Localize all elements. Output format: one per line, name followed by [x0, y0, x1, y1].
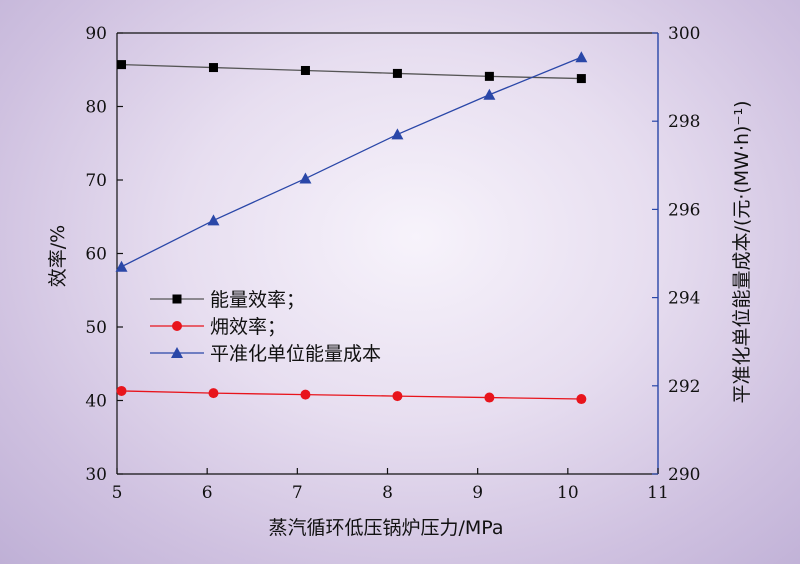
x-tick-label: 9	[472, 483, 483, 503]
series-layer	[115, 51, 588, 405]
series-line	[121, 390, 582, 400]
legend-label: 平准化单位能量成本	[210, 343, 381, 365]
data-point	[484, 392, 495, 403]
data-point	[117, 60, 127, 70]
x-tick-label: 11	[647, 483, 669, 503]
y-left-tick-label: 90	[85, 24, 107, 44]
y-left-tick-label: 40	[85, 392, 107, 412]
series-line	[121, 63, 582, 80]
x-tick-label: 10	[557, 483, 579, 503]
axes: 5 6 7 8 9 10 11 30 40 50 60 70 80 90 290 292 294 296 298 30…	[85, 24, 700, 503]
legend-marker	[172, 321, 182, 331]
legend: 能量效率； 㶲效率； 平准化单位能量成本	[150, 289, 381, 365]
series-1	[116, 385, 587, 405]
y-right-tick-label: 298	[668, 112, 700, 132]
data-point	[115, 260, 128, 272]
legend-label: 㶲效率；	[210, 316, 286, 338]
data-point	[208, 388, 219, 399]
legend-marker	[172, 294, 182, 304]
x-tick-label: 5	[112, 483, 123, 503]
y-left-tick-label: 80	[85, 98, 107, 118]
data-point	[392, 68, 402, 78]
y-right-tick-label: 290	[668, 465, 700, 485]
legend-item: 平准化单位能量成本	[150, 343, 381, 365]
data-point	[207, 214, 220, 226]
y-left-tick-label: 70	[85, 171, 107, 191]
x-axis-label: 蒸汽循环低压锅炉压力/MPa	[268, 517, 503, 539]
y-right-tick-label: 294	[668, 289, 700, 309]
y-right-tick-label: 296	[668, 200, 700, 220]
data-point	[576, 394, 587, 405]
data-point	[116, 385, 127, 396]
series-2	[115, 51, 588, 272]
series-0	[117, 60, 586, 84]
y-left-tick-label: 60	[85, 245, 107, 265]
data-point	[392, 391, 403, 402]
data-point	[484, 71, 494, 81]
y-right-tick-label: 300	[668, 24, 700, 44]
legend-label: 能量效率；	[210, 289, 305, 311]
x-tick-label: 6	[202, 483, 213, 503]
data-point	[575, 51, 588, 63]
series-line	[121, 56, 582, 268]
data-point	[300, 65, 310, 75]
data-point	[208, 63, 218, 73]
y-left-tick-label: 50	[85, 318, 107, 338]
y-left-tick-label: 30	[85, 465, 107, 485]
x-tick-label: 7	[292, 483, 303, 503]
data-point	[391, 128, 404, 140]
legend-item: 能量效率；	[150, 289, 305, 311]
legend-item: 㶲效率；	[150, 316, 286, 338]
data-point	[483, 88, 496, 100]
data-point	[299, 172, 312, 184]
y-axis-right-label: 平准化单位能量成本/(元·(MW·h)⁻¹)	[731, 101, 753, 404]
data-point	[300, 389, 311, 400]
y-axis-left-label: 效率/%	[47, 225, 69, 287]
x-tick-label: 8	[382, 483, 393, 503]
data-point	[576, 74, 586, 84]
y-right-tick-label: 292	[668, 377, 700, 397]
legend-marker	[171, 347, 183, 358]
